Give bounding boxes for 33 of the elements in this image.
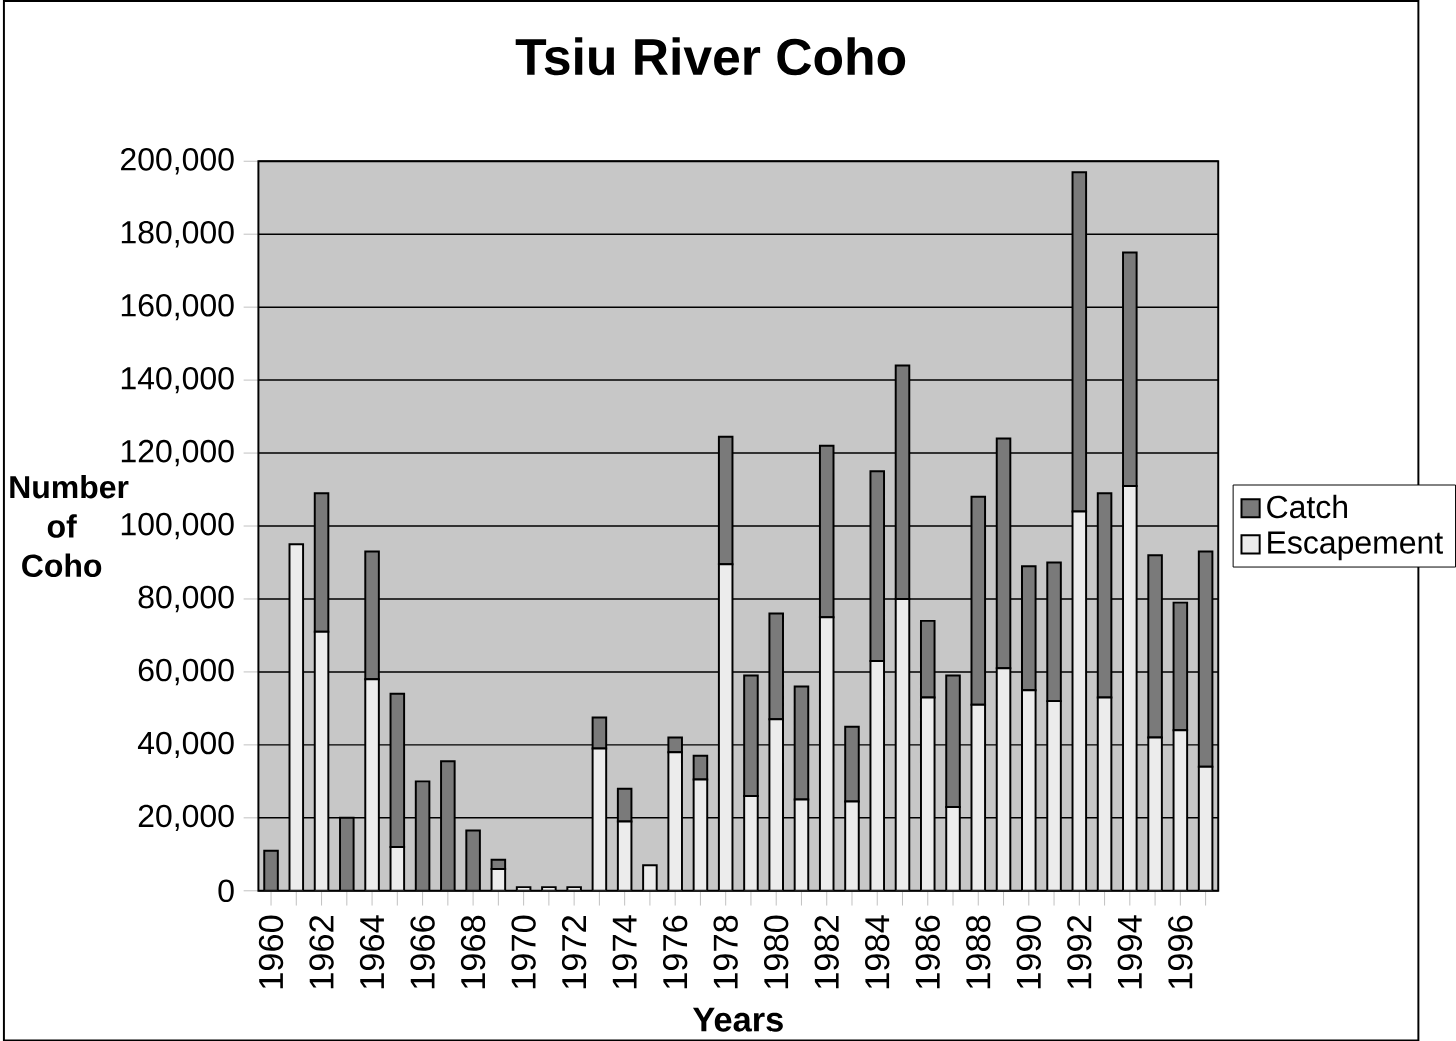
x-tick-label: 1972 [561,915,587,988]
x-tick-label: 1976 [662,915,688,988]
chart-title: Tsiu River Coho [515,37,906,76]
x-tick-label: 1962 [309,915,334,988]
y-tick-label: 0 [218,879,234,902]
y-tick-label: 60,000 [138,658,234,685]
x-tick-label: 1980 [764,915,789,988]
y-tick-label: 40,000 [137,731,234,758]
y-tick-label: 180,000 [121,220,234,248]
x-tick-label: 1992 [1067,915,1092,988]
x-tick-label: 1984 [865,915,890,988]
x-tick-label: 1986 [915,915,940,988]
x-tick-label: 1968 [460,915,486,988]
x-tick-label: 1996 [1168,915,1193,988]
x-axis-title: Years [692,1007,783,1032]
x-tick-label: 1982 [814,915,839,988]
x-tick-label: 1964 [359,915,385,988]
x-tick-label: 1994 [1117,915,1143,988]
x-tick-label: 1988 [966,915,991,988]
x-tick-label: 1966 [410,915,435,988]
y-tick-label: 140,000 [121,366,234,394]
y-tick-label: 120,000 [121,439,234,467]
y-tick-label: 20,000 [138,804,234,831]
x-tick-label: 1970 [511,915,536,988]
legend-label: Escapement [1268,531,1443,560]
y-tick-label: 160,000 [121,293,234,321]
y-tick-label: 200,000 [121,147,234,175]
x-tick-label: 1960 [258,915,284,988]
x-tick-label: 1990 [1016,915,1041,988]
x-tick-label: 1978 [713,915,738,988]
y-tick-label: 80,000 [138,585,234,612]
x-tick-label: 1974 [612,915,637,988]
legend-label: Catch [1267,494,1347,519]
